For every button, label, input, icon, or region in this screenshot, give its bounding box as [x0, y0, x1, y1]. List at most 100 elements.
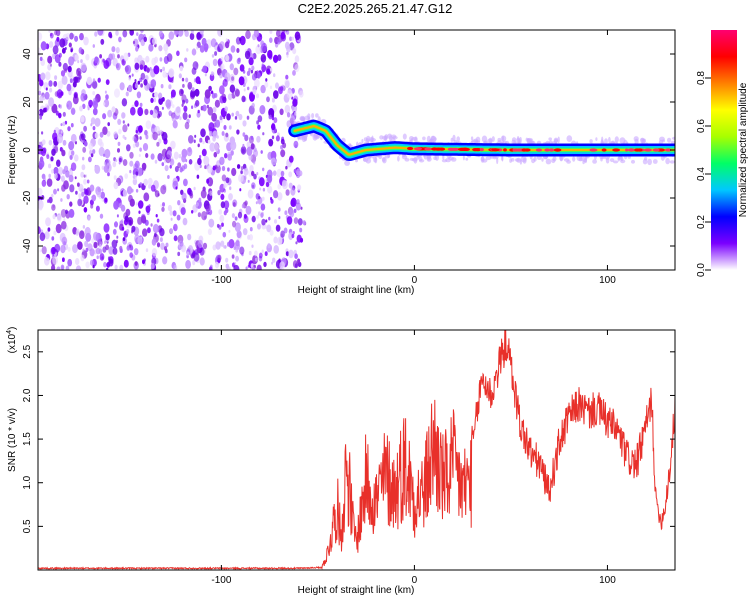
noise-blob [240, 166, 244, 171]
noise-blob [158, 30, 163, 38]
signal-peak-spot [636, 148, 643, 152]
noise-blob [294, 144, 298, 149]
signal-halo-blob [604, 138, 608, 145]
signal-halo-blob [311, 113, 315, 119]
noise-blob [183, 178, 188, 187]
signal-peak-spot [643, 148, 652, 152]
noise-blob [153, 97, 157, 103]
noise-blob [285, 74, 289, 80]
signal-halo-blob [409, 136, 414, 141]
noise-blob [294, 253, 298, 259]
noise-blob [146, 67, 150, 73]
noise-blob [235, 248, 239, 253]
noise-blob [199, 247, 205, 256]
noise-blob [266, 224, 272, 233]
noise-blob [277, 192, 283, 201]
noise-blob [275, 82, 279, 89]
noise-blob [112, 247, 118, 255]
noise-blob [258, 195, 261, 200]
signal-halo-blob [533, 156, 537, 162]
noise-blob [293, 208, 297, 213]
noise-blob [206, 178, 210, 184]
noise-blob [199, 45, 205, 53]
noise-blob [131, 188, 134, 193]
noise-blob [212, 106, 217, 113]
noise-blob [238, 113, 243, 121]
noise-blob [235, 255, 240, 262]
noise-blob [231, 213, 235, 219]
noise-blob [83, 36, 89, 46]
noise-blob [41, 131, 44, 135]
noise-blob [251, 102, 255, 109]
noise-blob [66, 194, 70, 200]
noise-blob [127, 84, 133, 93]
noise-blob [70, 107, 76, 115]
noise-blob [222, 78, 228, 87]
snr-x-ticks: -100 0 100 [211, 330, 616, 586]
noise-blob [249, 234, 253, 241]
noise-blob [202, 65, 208, 73]
noise-blob [139, 77, 143, 83]
noise-blob [260, 53, 267, 63]
noise-blob [262, 132, 265, 136]
noise-blob [161, 206, 165, 212]
noise-blob [264, 251, 268, 256]
noise-blob [119, 157, 122, 163]
noise-blob [60, 264, 65, 270]
noise-blob [220, 63, 225, 71]
signal-halo-blob [344, 160, 350, 166]
noise-blob [201, 148, 207, 157]
noise-blob [256, 172, 259, 176]
colorbar-tick-label: 0.6 [696, 119, 707, 133]
noise-blob [44, 91, 50, 100]
noise-blob [129, 160, 134, 167]
noise-blob [289, 209, 295, 218]
signal-halo-blob [485, 156, 492, 161]
noise-blob [126, 144, 131, 152]
noise-blob [91, 80, 98, 89]
signal-halo-blob [516, 136, 520, 141]
noise-blob [275, 135, 280, 142]
noise-blob [117, 148, 120, 153]
noise-blob [157, 153, 163, 162]
noise-blob [292, 70, 296, 76]
noise-blob [223, 125, 227, 130]
noise-blob [227, 93, 233, 101]
noise-blob [223, 183, 227, 189]
noise-blob [48, 30, 51, 33]
noise-blob [136, 32, 139, 36]
noise-blob [151, 123, 155, 129]
noise-blob [273, 117, 278, 124]
noise-blob [161, 162, 165, 167]
noise-blob [207, 106, 214, 116]
noise-blob [277, 207, 281, 212]
noise-blob [249, 227, 253, 232]
noise-blob [251, 170, 255, 177]
noise-blob [197, 157, 202, 166]
noise-blob [113, 200, 119, 210]
noise-blob [165, 73, 168, 78]
noise-blob [38, 32, 43, 41]
noise-blob [58, 61, 62, 67]
noise-blob [140, 215, 147, 224]
noise-blob [48, 139, 53, 146]
noise-blob [159, 129, 163, 135]
noise-blob [242, 132, 246, 137]
noise-blob [250, 143, 255, 150]
signal-halo-blob [312, 134, 318, 141]
noise-blob [220, 56, 224, 62]
noise-blob [269, 37, 273, 43]
noise-blob [152, 223, 159, 234]
signal-peak-spot [601, 148, 607, 152]
noise-blob [172, 120, 178, 129]
noise-blob [132, 40, 136, 45]
signal-peak-spot [407, 146, 414, 151]
noise-blob [260, 211, 264, 217]
x-tick-label: 100 [599, 575, 616, 586]
signal-halo-blob [566, 135, 573, 143]
noise-blob [192, 260, 196, 266]
noise-blob [221, 165, 226, 172]
noise-blob [48, 196, 53, 204]
y-tick-label: 20 [22, 96, 33, 108]
noise-blob [82, 156, 85, 161]
